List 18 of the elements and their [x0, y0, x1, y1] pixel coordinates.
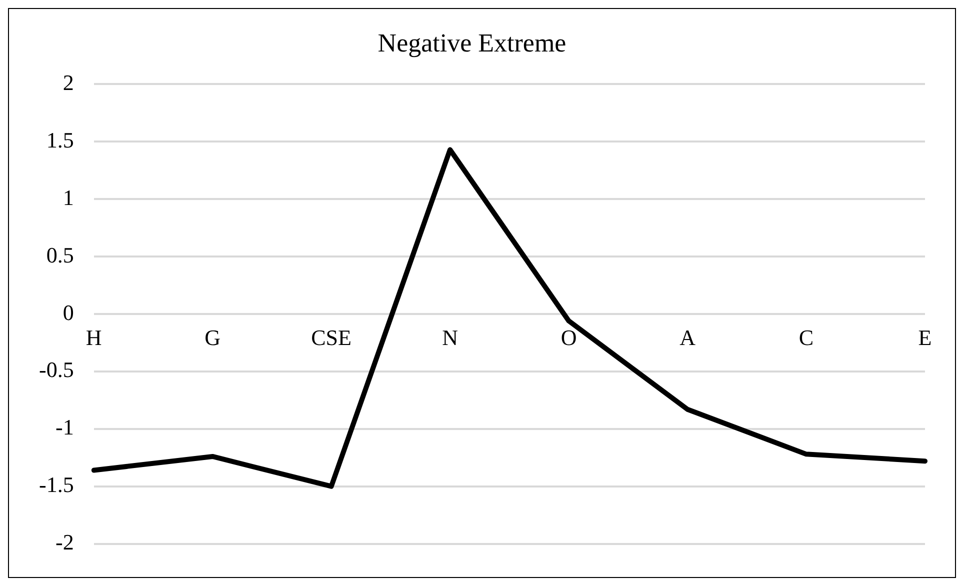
x-tick-label: O	[560, 324, 577, 350]
x-tick-label: E	[918, 324, 932, 350]
x-tick-label: G	[204, 324, 221, 350]
y-tick-label: 0.5	[46, 242, 74, 268]
chart-title: Negative Extreme	[378, 28, 566, 58]
y-tick-label: -1.5	[39, 472, 74, 498]
y-tick-label: -1	[56, 414, 74, 440]
y-tick-label: -0.5	[39, 357, 74, 382]
y-tick-label: 1	[62, 184, 74, 210]
x-tick-label: N	[442, 324, 458, 350]
x-tick-label: A	[680, 324, 696, 350]
y-tick-label: 2	[62, 70, 74, 95]
x-tick-label: CSE	[311, 324, 352, 350]
y-tick-label: 1.5	[46, 127, 74, 152]
y-tick-label: 0	[62, 300, 74, 325]
y-tick-label: -2	[56, 530, 74, 555]
x-tick-label: H	[86, 324, 102, 350]
x-tick-label: C	[798, 324, 814, 350]
